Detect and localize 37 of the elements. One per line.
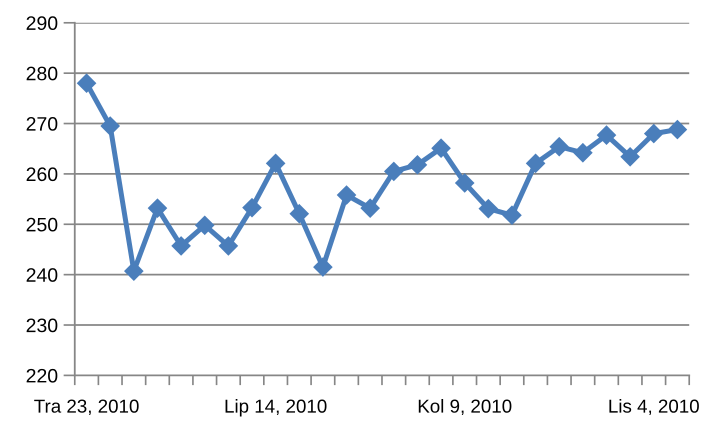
point xyxy=(242,198,262,218)
y-tick-label: 250 xyxy=(26,218,58,232)
point xyxy=(549,136,570,157)
x-tick-label: Lis 4, 2010 xyxy=(609,399,699,415)
point xyxy=(573,142,593,163)
point xyxy=(668,120,688,140)
point xyxy=(76,73,96,94)
y-tick-label: 270 xyxy=(26,117,58,131)
y-tick-label: 260 xyxy=(26,167,58,182)
x-tick-label: Tra 23, 2010 xyxy=(34,399,139,415)
point xyxy=(171,236,191,256)
y-tick-label: 290 xyxy=(26,16,58,30)
y-tick-label: 230 xyxy=(26,318,58,332)
point xyxy=(100,116,120,136)
point xyxy=(336,185,356,205)
y-tick-label: 220 xyxy=(26,368,58,383)
x-tick-label: Kol 9, 2010 xyxy=(418,399,512,415)
x-tick-label: Lip 14, 2010 xyxy=(226,399,327,416)
point xyxy=(502,205,522,226)
point xyxy=(454,173,475,193)
point xyxy=(644,124,664,144)
point xyxy=(478,198,498,218)
point xyxy=(218,236,238,256)
point xyxy=(526,154,546,174)
point xyxy=(289,204,310,224)
point xyxy=(431,138,451,158)
y-tick-label: 240 xyxy=(26,268,58,282)
point xyxy=(266,154,286,174)
point xyxy=(384,162,404,182)
point xyxy=(596,125,616,145)
point xyxy=(360,198,380,218)
point xyxy=(620,146,640,167)
point xyxy=(194,215,215,236)
point xyxy=(408,155,428,175)
y-tick-label: 280 xyxy=(26,66,58,80)
point xyxy=(313,257,333,277)
point xyxy=(148,198,168,218)
